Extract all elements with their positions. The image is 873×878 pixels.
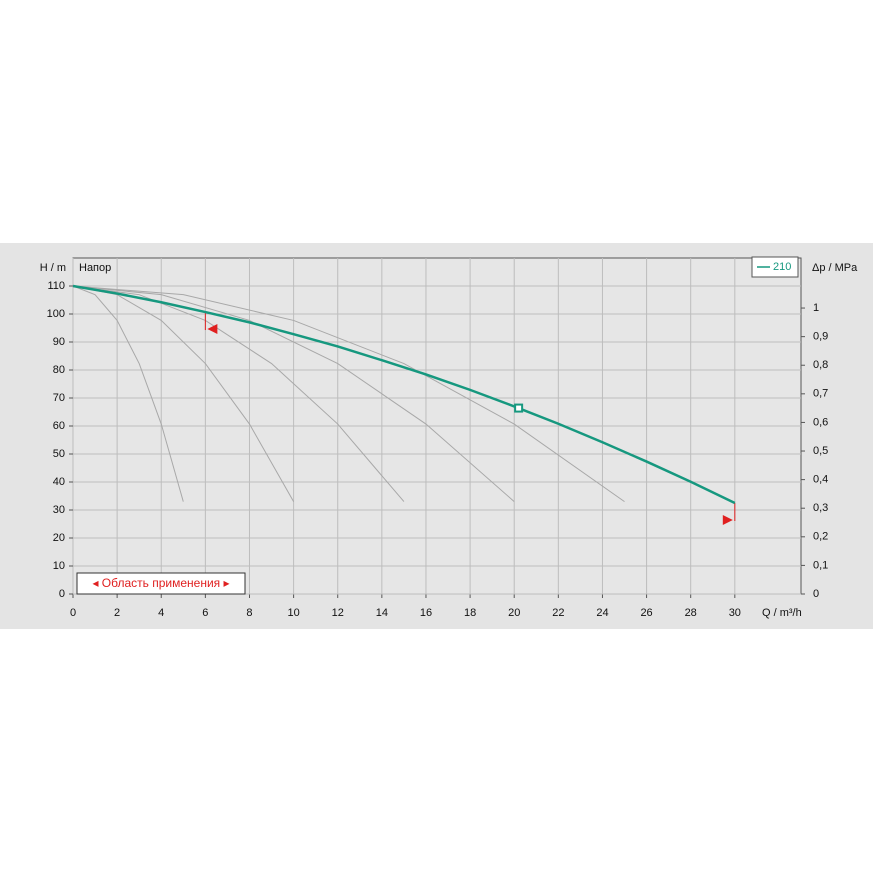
- y-tick-label: 110: [47, 280, 65, 292]
- y2-tick-label: 0,7: [813, 388, 828, 400]
- y2-tick-label: 0,4: [813, 474, 828, 486]
- annotation-box: [76, 572, 246, 595]
- annotation: ◂ Область применения ▸: [92, 576, 229, 590]
- y2-tick-label: 1: [813, 302, 819, 314]
- y2-tick-label: 0,9: [813, 331, 828, 343]
- x-tick-label: 28: [685, 607, 697, 619]
- y-tick-label: 30: [53, 504, 65, 516]
- y2-tick-label: 0,6: [813, 416, 828, 428]
- x-axis-label: Q / m³/h: [762, 607, 802, 619]
- y-tick-label: 90: [53, 336, 65, 348]
- y-tick-label: 70: [53, 392, 65, 404]
- x-tick-label: 26: [640, 607, 652, 619]
- y-tick-label: 100: [47, 308, 65, 320]
- x-tick-label: 2: [114, 607, 120, 619]
- system-curve: [72, 285, 405, 502]
- y-tick-label: 40: [53, 476, 65, 488]
- system-curve: [72, 285, 184, 502]
- x-tick-label: 6: [202, 607, 208, 619]
- y-title: Напор: [79, 262, 111, 274]
- y2-axis-label: Δp / MPa: [812, 262, 858, 274]
- series-line: [72, 284, 736, 505]
- y2-tick-label: 0,1: [813, 559, 828, 571]
- y-tick-label: 60: [53, 420, 65, 432]
- y-axis-label: H / m: [40, 262, 66, 274]
- y-tick-label: 10: [53, 560, 65, 572]
- x-tick-label: 8: [246, 607, 252, 619]
- y-tick-label: 0: [59, 588, 65, 600]
- y-tick-label: 80: [53, 364, 65, 376]
- operating-point: [514, 403, 524, 413]
- x-tick-label: 12: [332, 607, 344, 619]
- x-tick-label: 20: [508, 607, 520, 619]
- x-tick-label: 22: [552, 607, 564, 619]
- y2-tick-label: 0,8: [813, 359, 828, 371]
- range-start-arrow: [207, 324, 218, 335]
- y2-tick-label: 0,3: [813, 502, 828, 514]
- x-tick-label: 30: [729, 607, 741, 619]
- y-tick-label: 20: [53, 532, 65, 544]
- legend-label: 210: [773, 261, 791, 273]
- y2-tick-label: 0: [813, 588, 819, 600]
- system-curve: [72, 285, 625, 503]
- x-tick-label: 10: [287, 607, 299, 619]
- y-tick-label: 50: [53, 448, 65, 460]
- x-tick-label: 14: [376, 607, 388, 619]
- x-tick-label: 24: [596, 607, 608, 619]
- range-end-arrow: [722, 515, 733, 525]
- y2-tick-label: 0,2: [813, 531, 828, 543]
- legend-box: [751, 256, 799, 278]
- system-curve: [72, 285, 515, 502]
- x-tick-label: 0: [70, 607, 76, 619]
- y2-tick-label: 0,5: [813, 445, 828, 457]
- x-tick-label: 16: [420, 607, 432, 619]
- x-tick-label: 4: [158, 607, 164, 619]
- x-tick-label: 18: [464, 607, 476, 619]
